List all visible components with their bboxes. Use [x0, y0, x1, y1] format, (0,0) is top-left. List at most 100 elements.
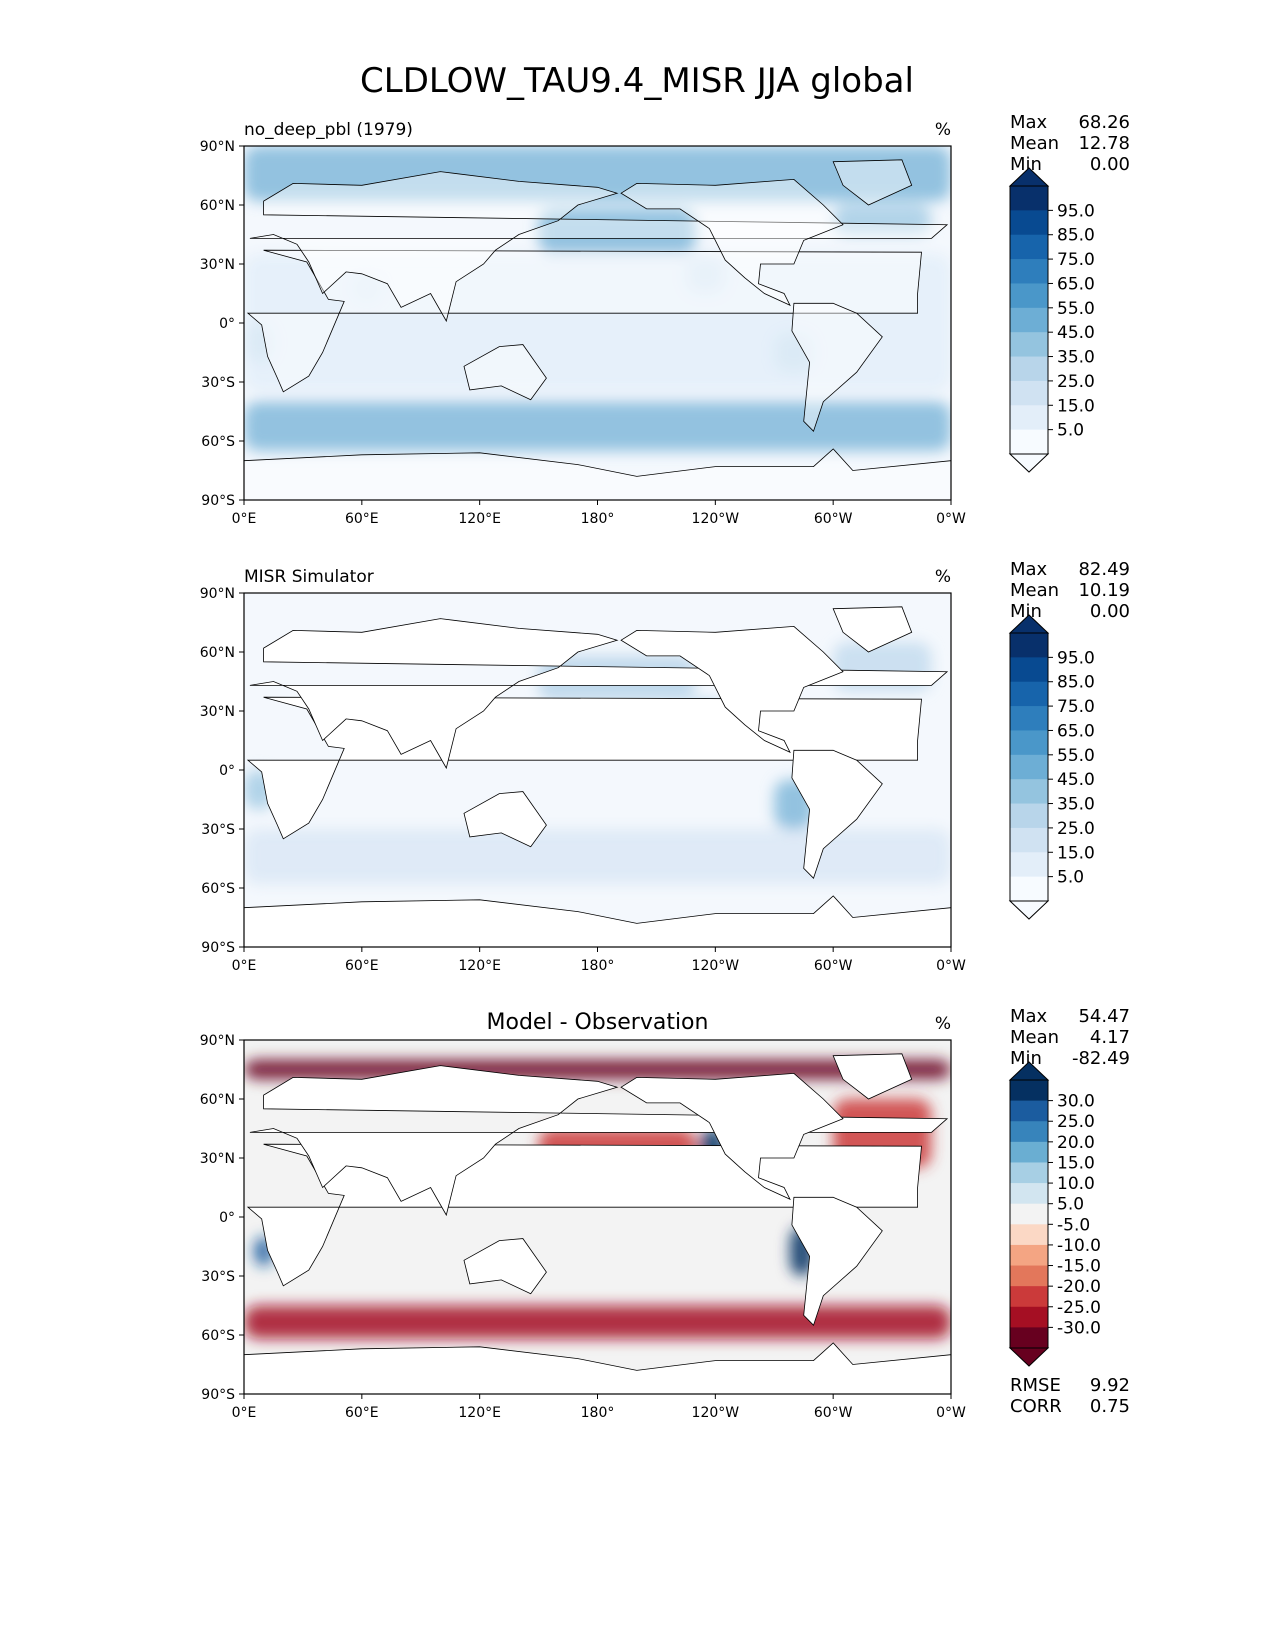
colorbar-frame [1009, 185, 1049, 455]
stat-value: 54.47 [1078, 1006, 1130, 1027]
lon-tick-label: 120°W [692, 1405, 740, 1421]
colorbar-swatch [1010, 210, 1048, 236]
stat-label: Mean [1010, 580, 1059, 601]
colorbar-frame [1009, 1079, 1049, 1349]
extra-stat-value: 0.75 [1090, 1396, 1130, 1417]
colorbar-swatch [1010, 706, 1048, 731]
lon-tick-label: 180° [581, 1405, 615, 1421]
lon-tick-label: 120°E [458, 511, 501, 527]
colorbar: 95.0 85.0 75.0 65.0 55.0 45.0 35.0 25.0 15.0 5.0 [1008, 614, 1095, 920]
coastline-4 [791, 1196, 883, 1326]
lon-tick-label: 0°E [232, 958, 257, 974]
coastline-1 [249, 171, 949, 323]
colorbar-label: 95.0 [1057, 201, 1095, 221]
colorbar-swatch [1010, 1286, 1048, 1308]
colorbar-swatch [1010, 803, 1048, 829]
colorbar-swatch [1010, 1265, 1048, 1287]
lat-tick-label: 90°N [200, 139, 235, 155]
colorbar-label: 65.0 [1057, 721, 1095, 741]
colorbar-swatch [1010, 1121, 1048, 1143]
lat-tick-label: 30°S [201, 375, 235, 391]
colorbar-swatch [1010, 1203, 1048, 1225]
colorbar-swatch [1010, 332, 1048, 358]
lat-tick-label: 90°S [201, 940, 235, 956]
lon-tick-label: 60°E [345, 958, 379, 974]
stat-value: -82.49 [1072, 1048, 1130, 1069]
coastline-2 [463, 1238, 547, 1295]
colorbar-label: 10.0 [1057, 1174, 1095, 1194]
stat-value: 0.00 [1090, 601, 1130, 622]
colorbar-label: -25.0 [1057, 1298, 1101, 1318]
colorbar-label: 55.0 [1057, 746, 1095, 766]
colorbar-swatch [1010, 1183, 1048, 1205]
coastline-2 [463, 344, 547, 401]
lon-tick-label: 60°E [345, 1405, 379, 1421]
colorbar-swatch [1010, 633, 1048, 658]
colorbar-swatch [1010, 681, 1048, 707]
field-3 [244, 1040, 951, 1394]
colorbar-label: -15.0 [1057, 1257, 1101, 1277]
colorbar-swatch [1010, 779, 1048, 805]
figure-title: CLDLOW_TAU9.4_MISR JJA global [360, 61, 914, 101]
colorbar-label: 85.0 [1057, 226, 1095, 246]
lon-tick-label: 0°W [936, 1405, 966, 1421]
panel-title: MISR Simulator [244, 567, 374, 587]
colorbar-swatch [1010, 307, 1048, 333]
lat-tick-label: 90°S [201, 493, 235, 509]
colorbar-swatch [1010, 1306, 1048, 1328]
lat-tick-label: 90°S [201, 1387, 235, 1403]
lat-tick-label: 90°N [200, 1033, 235, 1049]
colorbar-swatch [1010, 234, 1048, 260]
stat-value: 10.19 [1078, 580, 1130, 601]
lon-tick-label: 60°E [345, 511, 379, 527]
colorbar-label: 25.0 [1057, 819, 1095, 839]
coastline-6 [244, 895, 951, 947]
stat-label: Min [1010, 601, 1042, 622]
lat-tick-label: 60°N [200, 198, 235, 214]
lat-tick-label: 60°N [200, 645, 235, 661]
lon-tick-label: 0°E [232, 511, 257, 527]
lon-tick-label: 60°W [814, 511, 853, 527]
colorbar-label: 5.0 [1057, 868, 1084, 888]
colorbar-swatch [1010, 283, 1048, 309]
colorbar-label: 15.0 [1057, 843, 1095, 863]
colorbar-swatch [1010, 1080, 1048, 1102]
colorbar-swatch [1010, 730, 1048, 756]
lon-tick-label: 180° [581, 958, 615, 974]
colorbar-swatch [1010, 1224, 1048, 1246]
stat-label: Min [1010, 154, 1042, 175]
colorbar-label: 75.0 [1057, 250, 1095, 270]
colorbar-swatch [1010, 429, 1048, 455]
lat-tick-label: 60°S [201, 1328, 235, 1344]
lat-tick-label: 60°S [201, 881, 235, 897]
region-tropics [244, 254, 951, 392]
colorbar-swatch [1010, 259, 1048, 284]
lat-tick-label: 0° [219, 316, 235, 332]
lon-tick-label: 180° [581, 511, 615, 527]
coastline-4 [791, 302, 883, 432]
region-north-atlantic [833, 205, 932, 235]
units-label: % [935, 1014, 951, 1034]
colorbar-label: -20.0 [1057, 1277, 1101, 1297]
lat-tick-label: 0° [219, 763, 235, 779]
lon-tick-label: 0°W [936, 511, 966, 527]
coastline-5 [832, 1053, 913, 1100]
lat-tick-label: 30°S [201, 1269, 235, 1285]
colorbar-label: 55.0 [1057, 299, 1095, 319]
colorbar-swatch [1010, 754, 1048, 780]
colorbar-label: 20.0 [1057, 1133, 1095, 1153]
stat-label: Max [1010, 1006, 1048, 1027]
lon-tick-label: 120°E [458, 958, 501, 974]
colorbar: 95.0 85.0 75.0 65.0 55.0 45.0 35.0 25.0 15.0 5.0 [1008, 167, 1095, 473]
coastline-5 [832, 606, 913, 653]
lon-tick-label: 120°W [692, 958, 740, 974]
region-southern-ocean [244, 401, 951, 451]
stat-label: Mean [1010, 1027, 1059, 1048]
colorbar-swatch [1010, 405, 1048, 431]
field-2 [244, 593, 951, 947]
colorbar-swatch [1010, 852, 1048, 878]
map-panel-1: 90°N 60°N 30°N 0° 30°S 60°S 90°S 0°E 60°E 120°E 18… [200, 112, 1130, 527]
colorbar-swatch [1010, 1100, 1048, 1122]
coastline-4 [791, 749, 883, 879]
